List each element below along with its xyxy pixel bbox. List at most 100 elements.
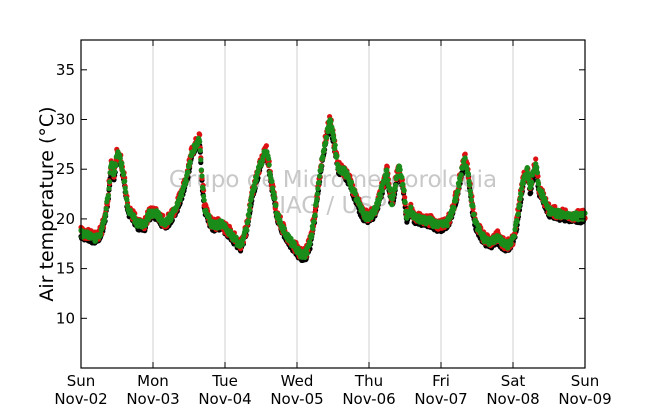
- data-point: [318, 163, 324, 169]
- data-point: [453, 198, 459, 204]
- data-point: [456, 183, 462, 189]
- data-point: [121, 172, 127, 178]
- data-point: [179, 193, 185, 199]
- data-point: [466, 178, 472, 184]
- data-point: [201, 193, 207, 199]
- data-point: [177, 197, 183, 203]
- data-point: [107, 179, 113, 185]
- data-point: [185, 169, 191, 175]
- data-point: [315, 186, 321, 192]
- data-point: [304, 250, 310, 257]
- data-point: [516, 202, 523, 208]
- data-point: [535, 181, 542, 187]
- y-tick-label: 30: [56, 111, 75, 129]
- data-point: [123, 189, 129, 195]
- data-point: [197, 147, 203, 153]
- data-point: [334, 153, 340, 159]
- data-point: [444, 223, 450, 229]
- data-point: [266, 156, 272, 162]
- x-tick-label-day: Mon: [137, 372, 169, 390]
- data-point: [397, 167, 403, 173]
- data-point: [374, 205, 380, 211]
- data-point: [317, 173, 323, 179]
- x-tick-label-day: Tue: [211, 372, 238, 390]
- data-point: [389, 202, 395, 208]
- data-point: [520, 180, 527, 187]
- data-point: [198, 157, 204, 163]
- data-point: [101, 217, 108, 223]
- data-point: [390, 192, 397, 198]
- data-point: [309, 232, 315, 238]
- data-point: [263, 143, 269, 149]
- x-tick-label-date: Nov-07: [414, 390, 467, 408]
- data-point: [239, 241, 245, 248]
- data-point: [455, 188, 461, 194]
- data-point: [266, 162, 272, 168]
- x-tick-label-date: Nov-08: [486, 390, 539, 408]
- watermark: Grupo de Micrometeorologia IAG / USP: [169, 167, 497, 219]
- data-point: [457, 178, 463, 184]
- data-point: [200, 185, 206, 191]
- series-points: [78, 117, 588, 260]
- data-point: [518, 192, 524, 198]
- data-point: [451, 205, 457, 211]
- data-point: [281, 225, 287, 231]
- data-point: [529, 179, 535, 185]
- vertical-gridlines: [152, 40, 514, 368]
- data-point: [528, 190, 534, 196]
- data-point: [515, 211, 522, 217]
- data-point: [471, 211, 477, 218]
- x-tick-label-date: Nov-05: [270, 390, 323, 408]
- data-point: [467, 188, 473, 194]
- data-point: [534, 164, 540, 171]
- data-point: [98, 231, 104, 237]
- x-tick-label-day: Wed: [281, 372, 314, 390]
- data-point: [399, 174, 405, 180]
- x-tick-label-day: Sun: [571, 372, 600, 390]
- data-point: [105, 192, 111, 199]
- data-point: [540, 191, 546, 198]
- data-point: [122, 178, 128, 184]
- data-point: [103, 211, 109, 217]
- data-point: [320, 154, 326, 160]
- data-point: [324, 134, 330, 140]
- data-point: [517, 196, 523, 202]
- data-point: [106, 185, 112, 192]
- data-point: [245, 218, 251, 224]
- data-point: [328, 119, 334, 125]
- data-point: [467, 182, 473, 188]
- data-point: [206, 214, 212, 221]
- x-tick-label-date: Nov-02: [54, 390, 107, 408]
- x-tick-label-day: Sat: [501, 372, 526, 390]
- data-point: [157, 213, 163, 219]
- data-point: [462, 155, 468, 161]
- data-point: [389, 196, 395, 202]
- data-point: [468, 197, 474, 203]
- y-tick-label: 35: [56, 61, 75, 79]
- data-point: [269, 178, 275, 184]
- data-point: [122, 185, 128, 191]
- data-point: [112, 168, 118, 175]
- data-point: [199, 173, 205, 179]
- data-point: [198, 167, 204, 173]
- data-point: [113, 163, 119, 169]
- data-point: [272, 196, 278, 202]
- x-tick-label-date: Nov-04: [198, 390, 251, 408]
- data-point: [470, 203, 476, 209]
- y-tick-label: 15: [56, 260, 75, 278]
- data-point: [387, 187, 393, 194]
- data-point: [321, 147, 327, 153]
- watermark-line-1: Grupo de Micrometeorologia: [169, 167, 497, 193]
- data-point: [119, 160, 125, 166]
- data-point: [511, 233, 517, 239]
- y-tick-label: 10: [56, 309, 75, 327]
- data-point: [318, 167, 324, 173]
- data-point: [393, 182, 399, 188]
- x-tick-label-date: Nov-09: [558, 390, 611, 408]
- data-points: [78, 114, 588, 263]
- x-tick-label-day: Thu: [354, 372, 383, 390]
- data-point: [401, 188, 407, 194]
- data-point: [314, 196, 320, 202]
- y-tick-label: 20: [56, 210, 75, 228]
